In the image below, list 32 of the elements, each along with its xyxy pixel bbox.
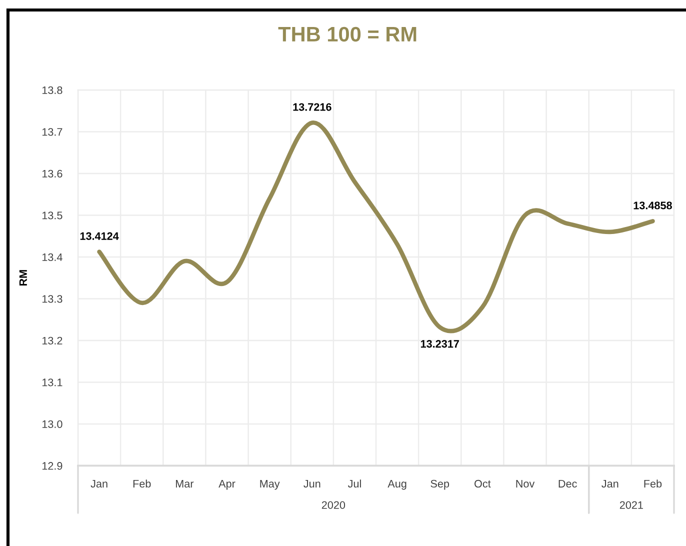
y-tick-label: 13.5: [42, 212, 62, 220]
x-tick-label: Dec: [558, 480, 577, 488]
x-tick-label: Jan: [602, 480, 618, 488]
data-label: 13.4858: [634, 202, 672, 210]
data-label: 13.4124: [80, 232, 119, 240]
y-tick-label: 13.1: [42, 378, 62, 386]
x-tick-label: Nov: [516, 480, 535, 488]
x-tick-label: Feb: [644, 480, 662, 488]
y-tick-label: 13.0: [42, 420, 62, 428]
y-tick-label: 12.9: [42, 462, 62, 470]
x-tick-label: Jun: [304, 480, 320, 488]
x-tick-label: Aug: [388, 480, 406, 490]
x-tick-label: Sep: [430, 480, 450, 490]
x-tick-label: Jul: [348, 480, 361, 488]
x-tick-label: Feb: [133, 480, 151, 488]
chart-title: THB 100 = RM: [278, 26, 416, 42]
x-tick-label: Mar: [176, 480, 194, 488]
data-label: 13.2317: [420, 340, 459, 348]
x-tick-label: May: [260, 480, 280, 490]
y-tick-label: 13.4: [42, 253, 62, 262]
y-tick-label: 13.8: [42, 86, 62, 94]
x-tick-label: Jan: [90, 480, 108, 488]
data-label: 13.7216: [293, 103, 332, 111]
y-tick-label: 13.2: [42, 336, 62, 344]
x-tick-label: Oct: [474, 480, 491, 488]
text: 2020: [322, 501, 346, 509]
x-tick-label: Apr: [218, 480, 236, 490]
y-tick-label: 13.7: [42, 128, 62, 136]
text: 2021: [620, 501, 643, 509]
y-tick-label: 13.6: [42, 170, 62, 178]
y-axis-title: RM: [19, 270, 27, 286]
y-tick-label: 13.3: [42, 295, 62, 303]
